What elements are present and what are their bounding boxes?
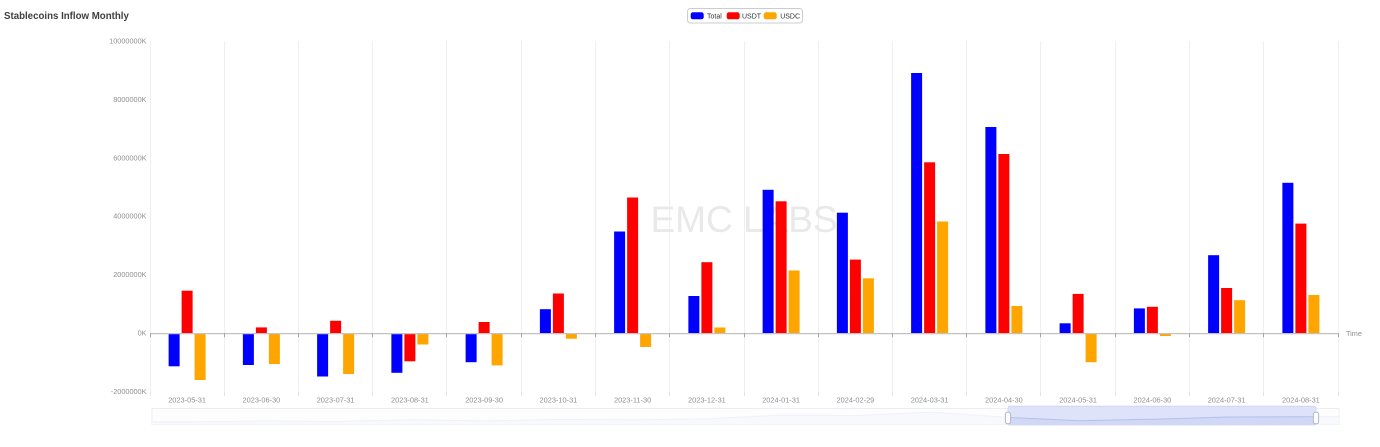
svg-text:8000000K: 8000000K bbox=[113, 95, 146, 104]
svg-text:2024-04-30: 2024-04-30 bbox=[985, 396, 1023, 405]
svg-text:0K: 0K bbox=[138, 329, 147, 338]
svg-text:2000000K: 2000000K bbox=[113, 270, 146, 279]
svg-text:Total: Total bbox=[707, 13, 722, 20]
svg-text:2023-05-31: 2023-05-31 bbox=[168, 396, 206, 405]
svg-text:2023-08-31: 2023-08-31 bbox=[391, 396, 429, 405]
svg-text:2024-05-31: 2024-05-31 bbox=[1059, 396, 1097, 405]
svg-text:2023-09-30: 2023-09-30 bbox=[465, 396, 503, 405]
svg-text:4000000K: 4000000K bbox=[113, 212, 146, 221]
svg-text:2024-03-31: 2024-03-31 bbox=[911, 396, 949, 405]
svg-text:EMC LABS: EMC LABS bbox=[650, 199, 837, 240]
svg-text:2023-07-31: 2023-07-31 bbox=[317, 396, 355, 405]
svg-text:2024-01-31: 2024-01-31 bbox=[762, 396, 800, 405]
svg-text:2024-08-31: 2024-08-31 bbox=[1282, 396, 1320, 405]
svg-text:USDT: USDT bbox=[742, 13, 762, 20]
svg-text:Time: Time bbox=[1346, 329, 1362, 338]
svg-text:2024-02-29: 2024-02-29 bbox=[836, 396, 874, 405]
svg-text:2024-07-31: 2024-07-31 bbox=[1208, 396, 1246, 405]
svg-text:6000000K: 6000000K bbox=[113, 153, 146, 162]
svg-text:2023-10-31: 2023-10-31 bbox=[539, 396, 577, 405]
svg-text:USDC: USDC bbox=[780, 13, 800, 20]
svg-text:10000000K: 10000000K bbox=[109, 37, 146, 46]
svg-text:-2000000K: -2000000K bbox=[111, 387, 147, 396]
svg-text:2023-12-31: 2023-12-31 bbox=[688, 396, 726, 405]
svg-text:2023-11-30: 2023-11-30 bbox=[614, 396, 651, 405]
svg-text:2024-06-30: 2024-06-30 bbox=[1133, 396, 1171, 405]
svg-text:2023-06-30: 2023-06-30 bbox=[242, 396, 280, 405]
svg-text:Stablecoins Inflow Monthly: Stablecoins Inflow Monthly bbox=[4, 11, 129, 22]
